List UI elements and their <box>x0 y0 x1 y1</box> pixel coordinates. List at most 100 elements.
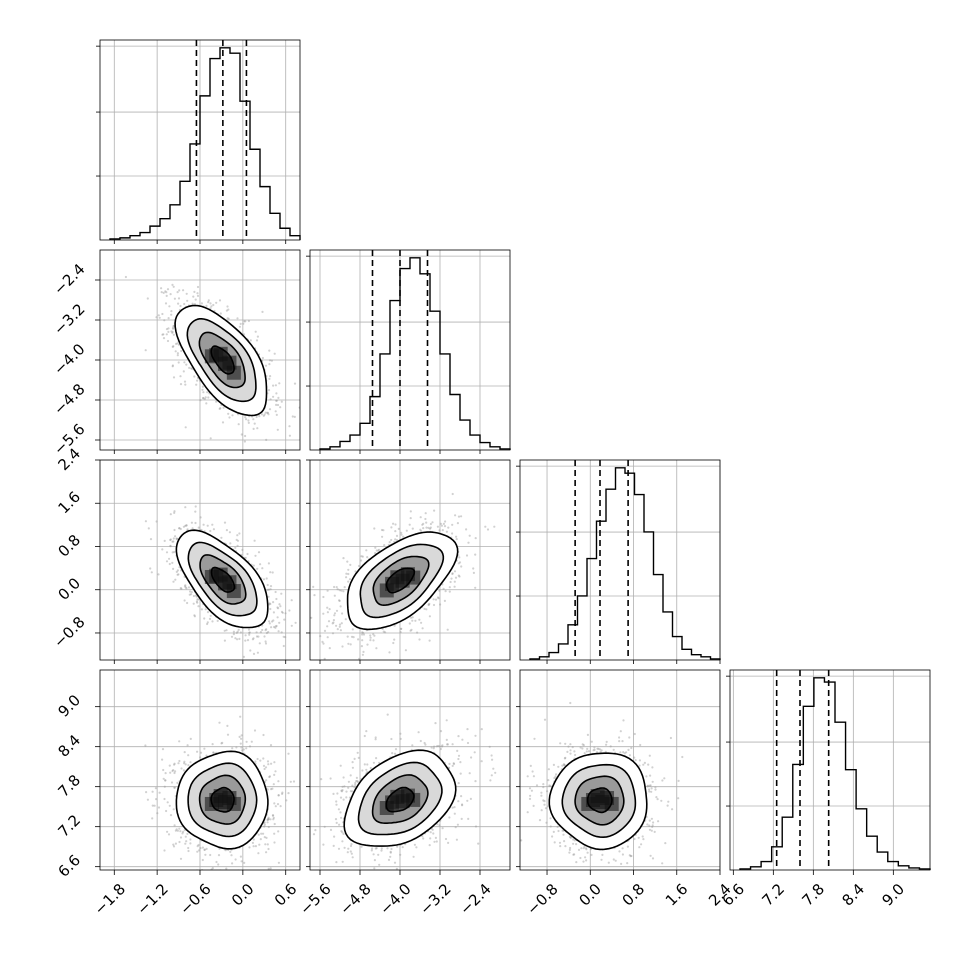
sample-point <box>209 302 212 305</box>
sample-point <box>404 649 407 652</box>
sample-point <box>225 309 228 312</box>
sample-point <box>347 568 350 571</box>
sample-point <box>171 345 174 348</box>
sample-point <box>267 588 271 591</box>
sample-point <box>243 320 246 323</box>
sample-point <box>207 299 210 302</box>
sample-point <box>278 603 281 606</box>
sample-point <box>212 303 215 307</box>
sample-point <box>270 626 273 629</box>
sample-point <box>236 317 239 320</box>
sample-point <box>277 396 280 399</box>
pair-1-2-frame <box>309 459 511 661</box>
sample-point <box>173 297 176 300</box>
sample-point <box>338 589 341 592</box>
sample-point <box>342 590 345 593</box>
sample-point <box>269 588 272 591</box>
sample-point <box>151 817 154 820</box>
sample-point <box>155 316 158 319</box>
sample-point <box>193 290 196 293</box>
sample-point <box>374 546 377 549</box>
sample-point <box>278 382 281 385</box>
sample-point <box>223 629 226 632</box>
sample-point <box>241 548 244 552</box>
sample-point <box>162 337 166 340</box>
sample-point <box>383 544 386 547</box>
sample-point <box>193 614 196 617</box>
sample-point <box>266 588 269 592</box>
sample-point <box>330 665 332 667</box>
sample-point <box>265 628 268 631</box>
sample-point <box>210 305 213 308</box>
sample-point <box>215 301 218 304</box>
sample-point <box>266 843 269 846</box>
sample-point <box>147 527 150 530</box>
sample-point <box>220 536 223 539</box>
sample-point <box>484 525 487 528</box>
sample-point <box>347 572 350 576</box>
sample-point <box>274 625 277 628</box>
contour-3 <box>346 531 459 631</box>
sample-point <box>281 611 284 614</box>
sample-point <box>429 526 432 529</box>
sample-point <box>434 598 438 601</box>
sample-point <box>206 621 209 624</box>
sample-point <box>151 790 154 793</box>
sample-point <box>465 528 468 531</box>
sample-point <box>382 630 385 633</box>
sample-point <box>361 653 364 656</box>
sample-point <box>161 758 164 761</box>
sample-point <box>196 379 199 382</box>
sample-point <box>374 552 377 555</box>
sample-point <box>428 602 431 606</box>
sample-point <box>236 539 240 542</box>
sample-point <box>172 540 175 543</box>
sample-point <box>409 629 412 632</box>
sample-point <box>273 773 276 777</box>
sample-point <box>273 352 276 355</box>
sample-point <box>172 580 175 583</box>
sample-point <box>418 618 421 621</box>
sample-point <box>453 585 456 588</box>
sample-point <box>326 606 329 609</box>
sample-point <box>272 816 275 820</box>
histogram-2 <box>529 467 721 660</box>
sample-point <box>161 548 164 551</box>
sample-point <box>409 517 412 520</box>
sample-point <box>269 375 272 378</box>
sample-point <box>268 349 271 352</box>
sample-point <box>266 821 269 824</box>
sample-point <box>283 618 286 621</box>
sample-point <box>369 634 372 637</box>
sample-point <box>248 631 251 635</box>
sample-point <box>288 609 291 612</box>
sample-point <box>207 301 210 304</box>
sample-point <box>190 521 193 524</box>
sample-point <box>244 639 247 642</box>
sample-point <box>151 804 154 807</box>
sample-point <box>177 343 180 346</box>
sample-point <box>197 605 200 608</box>
sample-point <box>242 322 245 325</box>
sample-point <box>272 611 275 614</box>
sample-point <box>177 573 180 576</box>
sample-point <box>275 399 278 402</box>
sample-point <box>427 526 430 530</box>
sample-point <box>161 312 164 316</box>
sample-point <box>257 635 260 638</box>
sample-point <box>235 538 238 542</box>
sample-point <box>245 418 248 421</box>
sample-point <box>144 520 147 523</box>
contour-2 <box>187 541 258 617</box>
sample-point <box>190 367 194 370</box>
sample-point <box>281 792 284 796</box>
sample-point <box>160 287 163 290</box>
sample-point <box>418 638 421 641</box>
sample-point <box>322 612 325 615</box>
sample-point <box>184 763 187 766</box>
sample-point <box>248 846 251 849</box>
sample-point <box>176 342 179 345</box>
sample-point <box>190 367 193 370</box>
sample-point <box>207 396 210 399</box>
